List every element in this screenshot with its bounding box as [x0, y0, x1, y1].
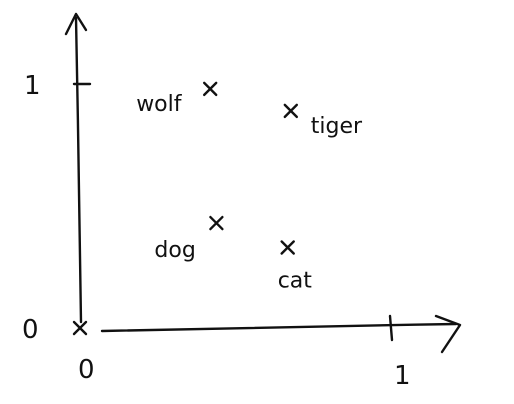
- point-label-cat: cat: [278, 268, 313, 293]
- x-marker-3: [282, 241, 294, 253]
- x-axis-arrowhead: [436, 316, 460, 352]
- points: wolf tiger dog cat: [74, 83, 363, 334]
- x-marker-1: [285, 105, 297, 117]
- x-axis-line: [102, 324, 456, 331]
- x-marker-2: [210, 217, 222, 229]
- x-tick-label-0: 0: [78, 355, 95, 385]
- point-marker-wolf: [204, 83, 216, 95]
- x-tick-label-1: 1: [394, 361, 411, 391]
- y-tick-label-0: 0: [22, 315, 39, 345]
- point-marker-cat: [282, 241, 294, 253]
- point-label-dog: dog: [154, 238, 195, 263]
- y-axis-line: [76, 18, 81, 322]
- point-marker-origin: [74, 322, 86, 334]
- y-tick-label-1: 1: [24, 71, 41, 101]
- point-marker-dog: [210, 217, 222, 229]
- axes: [66, 14, 460, 352]
- x-marker-4: [74, 322, 86, 334]
- point-marker-tiger: [285, 105, 297, 117]
- point-label-tiger: tiger: [311, 114, 363, 139]
- x-marker-0: [204, 83, 216, 95]
- x-tick-mark-1: [390, 316, 392, 340]
- point-label-wolf: wolf: [136, 92, 183, 117]
